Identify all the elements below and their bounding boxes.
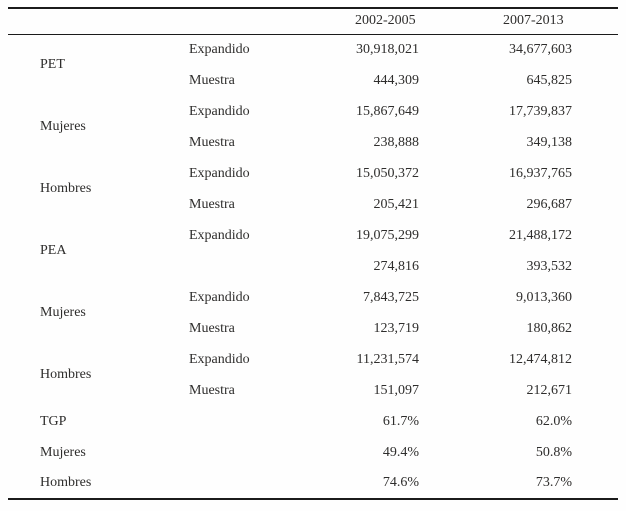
header-period-2002-2005: 2002-2005	[355, 13, 416, 29]
sub-label: Expandido	[189, 165, 250, 181]
sub-label-empty	[158, 437, 278, 468]
value-2002-2005: 74.6%	[382, 475, 419, 490]
value-2002-2005: 7,843,725	[363, 289, 419, 305]
sub-label: Expandido	[189, 351, 250, 367]
value-2007-2013: 34,677,603	[509, 41, 572, 57]
value-2007-2013: 73.7%	[535, 475, 572, 490]
table-row: Muestra 238,888 349,138	[8, 127, 618, 158]
value-2002-2005: 15,050,372	[356, 165, 419, 181]
value-2007-2013: 296,687	[526, 196, 573, 212]
table-row: PET Expandido 30,918,021 34,677,603	[8, 34, 618, 73]
table-row: Hombres Expandido 11,231,574 12,474,812	[8, 344, 618, 383]
statistics-table: 2002-2005 2007-2013 PET Expandido 30,918…	[8, 7, 618, 500]
value-2007-2013: 349,138	[526, 134, 573, 150]
header-period-2007-2013: 2007-2013	[503, 13, 564, 29]
table-row: 274,816 393,532	[8, 251, 618, 282]
table-row: Muestra 151,097 212,671	[8, 375, 618, 406]
value-2002-2005: 61.7%	[382, 413, 419, 429]
value-2002-2005: 30,918,021	[356, 41, 419, 57]
sub-label: Muestra	[189, 72, 235, 88]
table-row: Mujeres Expandido 7,843,725 9,013,360	[8, 282, 618, 321]
sub-label: Muestra	[189, 382, 235, 398]
sub-label-empty	[158, 468, 278, 499]
sub-label: Expandido	[189, 103, 250, 119]
group-label-tgp: TGP	[40, 413, 67, 429]
sub-label: Muestra	[189, 320, 235, 336]
value-2007-2013: 16,937,765	[509, 165, 572, 181]
value-2002-2005: 238,888	[373, 134, 420, 150]
value-2007-2013: 393,532	[526, 258, 573, 274]
table-body: PET Expandido 30,918,021 34,677,603 Mues…	[8, 34, 618, 499]
value-2002-2005: 444,309	[373, 72, 420, 88]
value-2007-2013: 50.8%	[535, 444, 572, 460]
value-2007-2013: 17,739,837	[509, 103, 572, 119]
table-row: Hombres 74.6% 73.7%	[8, 468, 618, 499]
table-row: Muestra 205,421 296,687	[8, 189, 618, 220]
sub-label: Expandido	[189, 227, 250, 243]
value-2002-2005: 19,075,299	[356, 227, 419, 243]
group-label-hombres: Hombres	[40, 475, 92, 490]
value-2002-2005: 11,231,574	[356, 351, 419, 367]
value-2002-2005: 15,867,649	[356, 103, 419, 119]
group-label-hombres: Hombres	[40, 367, 92, 382]
sub-label-empty	[158, 406, 278, 437]
table-header: 2002-2005 2007-2013	[8, 8, 618, 34]
sub-label: Muestra	[189, 196, 235, 212]
value-2002-2005: 49.4%	[382, 444, 419, 460]
table-row: TGP 61.7% 62.0%	[8, 406, 618, 437]
value-2007-2013: 645,825	[526, 72, 573, 88]
group-label-mujeres: Mujeres	[40, 305, 86, 320]
value-2007-2013: 212,671	[526, 382, 573, 398]
table-row: PEA Expandido 19,075,299 21,488,172	[8, 220, 618, 259]
value-2007-2013: 9,013,360	[516, 289, 572, 305]
sub-label: Expandido	[189, 41, 250, 57]
value-2007-2013: 12,474,812	[509, 351, 572, 367]
value-2002-2005: 274,816	[373, 258, 420, 274]
sub-label: Muestra	[189, 134, 235, 150]
value-2007-2013: 21,488,172	[509, 227, 572, 243]
group-label-pea: PEA	[40, 243, 67, 258]
sub-label-empty	[158, 251, 278, 282]
header-group-spacer	[8, 8, 158, 34]
header-sub-spacer	[158, 8, 278, 34]
group-label-pet: PET	[40, 57, 65, 73]
group-label-mujeres: Mujeres	[40, 119, 86, 134]
group-label-hombres: Hombres	[40, 181, 92, 196]
value-2002-2005: 205,421	[373, 196, 420, 212]
value-2002-2005: 123,719	[373, 320, 420, 336]
table-row: Muestra 123,719 180,862	[8, 313, 618, 344]
table-row: Muestra 444,309 645,825	[8, 65, 618, 96]
table-row: Mujeres 49.4% 50.8%	[8, 437, 618, 468]
header-row: 2002-2005 2007-2013	[8, 8, 618, 34]
group-label-mujeres: Mujeres	[40, 444, 86, 460]
table-row: Mujeres Expandido 15,867,649 17,739,837	[8, 96, 618, 135]
value-2007-2013: 62.0%	[535, 413, 572, 429]
table-row: Hombres Expandido 15,050,372 16,937,765	[8, 158, 618, 197]
value-2002-2005: 151,097	[373, 382, 420, 398]
sub-label: Expandido	[189, 289, 250, 305]
value-2007-2013: 180,862	[526, 320, 573, 336]
